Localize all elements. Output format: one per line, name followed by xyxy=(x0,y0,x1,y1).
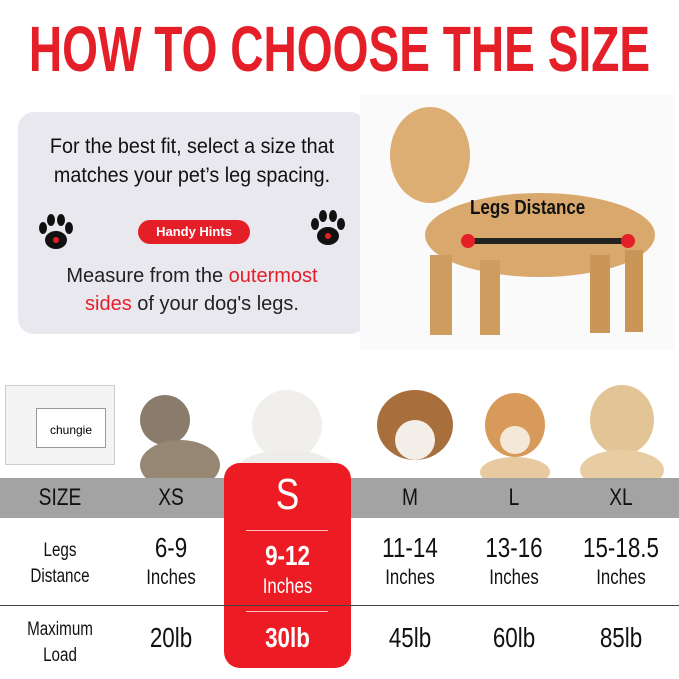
ruler-endpoint xyxy=(621,234,635,248)
ruler-endpoint xyxy=(461,234,475,248)
legs-unit: Inches xyxy=(146,566,196,589)
size-l: L xyxy=(508,484,520,511)
labrador-image xyxy=(580,385,664,478)
size-xs: XS xyxy=(158,484,184,511)
shiba-image xyxy=(480,393,550,478)
load-value: 60lb xyxy=(492,622,536,653)
load-value: 20lb xyxy=(149,622,193,653)
legs-value: 6-9 xyxy=(154,532,188,563)
legs-unit: Inches xyxy=(262,575,313,598)
label-line: Maximum xyxy=(27,619,93,640)
legs-unit: Inches xyxy=(385,566,435,589)
measure-ruler xyxy=(468,238,628,244)
legs-unit: Inches xyxy=(596,566,646,589)
legs-value: 9-12 xyxy=(265,540,310,571)
load-value: 45lb xyxy=(388,622,432,653)
legs-value: 13-16 xyxy=(485,532,543,563)
bulldog-image xyxy=(377,390,453,460)
paw-icon xyxy=(39,214,73,249)
measure-highlight: outermost xyxy=(228,265,318,287)
highlighted-size-column xyxy=(224,463,351,668)
legs-value: 11-14 xyxy=(382,532,438,563)
measure-pre: Measure from the xyxy=(66,265,229,287)
hint-text: For the best fit, select a size that matc… xyxy=(10,132,375,190)
measure-highlight: sides xyxy=(85,293,132,315)
label-line: Legs xyxy=(43,540,77,561)
label-line: Load xyxy=(43,645,77,666)
load-value: 85lb xyxy=(599,622,643,653)
size-s: S xyxy=(275,470,300,519)
measure-text: Measure from the outermost sides of your … xyxy=(18,262,366,318)
column-divider xyxy=(246,611,328,612)
row-divider xyxy=(0,605,679,606)
legs-unit: Inches xyxy=(489,566,539,589)
legs-row-label: Legs Distance xyxy=(12,538,108,590)
legs-distance-label: Legs Distance xyxy=(470,197,586,219)
page-title: HOW TO CHOOSE THE SIZE xyxy=(28,13,651,85)
product-box: chungie xyxy=(5,385,115,465)
paw-icon xyxy=(311,210,345,245)
size-xl: XL xyxy=(609,484,633,511)
cat-image xyxy=(140,395,220,478)
load-row-label: Maximum Load xyxy=(12,617,108,669)
hint-panel: For the best fit, select a size that matc… xyxy=(18,112,366,334)
hint-line-2: matches your pet’s leg spacing. xyxy=(53,164,331,187)
dog-image xyxy=(360,95,675,350)
brand-logo: chungie xyxy=(36,408,106,448)
label-line: Distance xyxy=(30,566,90,587)
load-value: 30lb xyxy=(265,622,310,653)
size-header-label: SIZE xyxy=(38,484,82,511)
measure-post: of your dog's legs. xyxy=(131,293,299,315)
size-m: M xyxy=(402,484,418,511)
handy-hints-badge: Handy Hints xyxy=(138,220,250,244)
hint-line-1: For the best fit, select a size that xyxy=(49,135,335,158)
legs-value: 15-18.5 xyxy=(583,532,659,563)
column-divider xyxy=(246,530,328,531)
